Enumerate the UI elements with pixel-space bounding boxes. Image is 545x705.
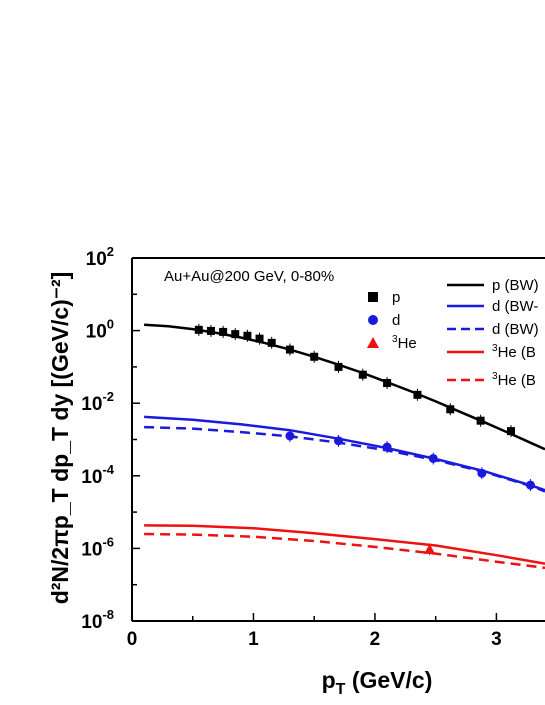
- y-tick-label: 10-8: [81, 607, 114, 633]
- model-curve-0: [144, 323, 545, 451]
- y-tick-label: 10-4: [81, 462, 114, 488]
- proton-point: [334, 362, 343, 371]
- deuteron-point: [428, 453, 438, 463]
- proton-point: [285, 345, 294, 354]
- x-tick-label: 0: [127, 629, 138, 650]
- x-axis-title: pT (GeV/c): [322, 667, 433, 698]
- legend-marker-label: d: [392, 312, 400, 329]
- legend-line-label: p (BW): [492, 277, 539, 294]
- y-tick-label: 10-6: [81, 534, 114, 560]
- deuteron-point: [285, 431, 295, 441]
- proton-point: [206, 326, 215, 335]
- x-tick-label: 2: [370, 629, 381, 650]
- legend-marker-square: [368, 292, 378, 302]
- proton-point: [506, 427, 515, 436]
- proton-point: [267, 338, 276, 347]
- data-markers: [194, 323, 535, 556]
- axes: 102 100 10-2 10-4 10-6 10-8 0 1 2 3: [81, 244, 545, 650]
- proton-point: [243, 331, 252, 340]
- deuteron-point: [477, 468, 487, 478]
- proton-point: [219, 327, 228, 336]
- proton-point: [255, 334, 264, 343]
- deuteron-point: [525, 480, 535, 490]
- legend-marker-label: 3He: [392, 334, 417, 352]
- y-tick-label: 102: [86, 244, 114, 270]
- proton-point: [231, 330, 240, 339]
- deuteron-point: [334, 436, 343, 446]
- proton-point: [383, 379, 392, 388]
- proton-point: [358, 370, 367, 379]
- y-tick-label: 10-2: [81, 389, 114, 415]
- legend-line-label: 3He (B: [492, 371, 536, 389]
- legend-line-label: 3He (B: [492, 343, 536, 361]
- model-curves: [144, 323, 545, 570]
- legend-marker-label: p: [392, 289, 400, 306]
- x-tick-label: 1: [248, 629, 259, 650]
- y-tick-label: 100: [86, 317, 114, 343]
- proton-point: [476, 416, 485, 425]
- legend-marker-triangle: [367, 337, 379, 348]
- model-curve-2: [144, 425, 545, 493]
- collision-annotation: Au+Au@200 GeV, 0-80%: [164, 268, 334, 285]
- proton-point: [194, 325, 203, 334]
- helium3-point: [424, 543, 436, 554]
- legend-marker-circle: [368, 315, 378, 325]
- deuteron-point: [382, 442, 392, 452]
- legend-line-label: d (BW-: [492, 298, 538, 315]
- legend-line-label: d (BW): [492, 321, 539, 338]
- model-curve-3: [144, 524, 545, 565]
- model-curve-1: [144, 415, 545, 492]
- proton-point: [446, 405, 455, 414]
- legend: pd 3He p (BW) d (BW-d (BW) 3He (B 3He (B: [367, 277, 539, 389]
- model-curve-4: [144, 532, 545, 570]
- proton-point: [310, 352, 319, 361]
- proton-point: [413, 390, 422, 399]
- x-tick-label: 3: [491, 629, 502, 650]
- y-axis-title: d²N/2πp_T dp_T dy [(GeV/c)⁻²]: [47, 272, 73, 605]
